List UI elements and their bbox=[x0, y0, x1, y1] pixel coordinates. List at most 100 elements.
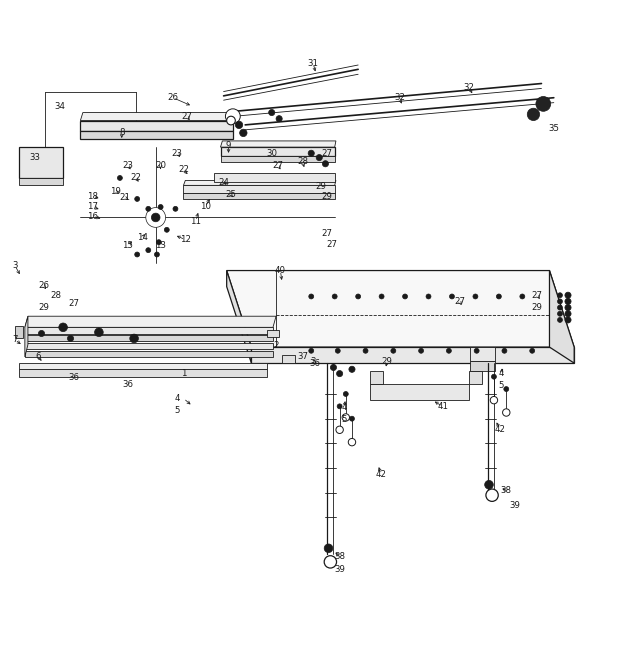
Circle shape bbox=[497, 294, 502, 299]
Text: 38: 38 bbox=[334, 552, 345, 562]
Polygon shape bbox=[282, 355, 294, 363]
Circle shape bbox=[335, 348, 340, 354]
Text: 33: 33 bbox=[30, 153, 41, 162]
Circle shape bbox=[164, 227, 169, 232]
Circle shape bbox=[349, 366, 355, 372]
Text: 27: 27 bbox=[326, 239, 337, 249]
Text: 19: 19 bbox=[110, 187, 121, 196]
Text: 41: 41 bbox=[437, 402, 448, 411]
Circle shape bbox=[492, 374, 497, 379]
Circle shape bbox=[342, 414, 350, 421]
Polygon shape bbox=[227, 271, 574, 347]
Polygon shape bbox=[19, 178, 63, 185]
Polygon shape bbox=[471, 362, 495, 371]
Polygon shape bbox=[371, 384, 469, 400]
Circle shape bbox=[565, 311, 571, 317]
Polygon shape bbox=[267, 329, 279, 337]
Polygon shape bbox=[221, 155, 335, 162]
Text: 27: 27 bbox=[69, 299, 80, 308]
Circle shape bbox=[332, 294, 337, 299]
Circle shape bbox=[565, 305, 571, 311]
Text: 29: 29 bbox=[38, 303, 49, 312]
Circle shape bbox=[135, 197, 140, 201]
Text: 1: 1 bbox=[180, 369, 186, 378]
Text: 29: 29 bbox=[382, 357, 392, 366]
Circle shape bbox=[324, 544, 333, 553]
Circle shape bbox=[146, 206, 151, 211]
Circle shape bbox=[95, 328, 104, 337]
Polygon shape bbox=[471, 347, 495, 362]
Circle shape bbox=[356, 294, 361, 299]
Text: 29: 29 bbox=[322, 192, 333, 201]
Text: 28: 28 bbox=[297, 157, 308, 166]
Text: 27: 27 bbox=[272, 161, 283, 170]
Text: 5: 5 bbox=[175, 406, 180, 415]
Circle shape bbox=[324, 556, 337, 568]
Circle shape bbox=[504, 387, 509, 392]
Polygon shape bbox=[549, 271, 574, 363]
Text: 4: 4 bbox=[341, 403, 347, 412]
Circle shape bbox=[38, 330, 45, 337]
Polygon shape bbox=[184, 193, 335, 199]
Text: 12: 12 bbox=[180, 235, 191, 244]
Polygon shape bbox=[25, 335, 273, 341]
Circle shape bbox=[536, 97, 551, 111]
Text: 23: 23 bbox=[122, 161, 133, 170]
Text: 5: 5 bbox=[498, 382, 504, 390]
Circle shape bbox=[240, 129, 247, 137]
Text: 36: 36 bbox=[69, 374, 80, 382]
Polygon shape bbox=[81, 131, 233, 139]
Circle shape bbox=[309, 348, 314, 354]
Polygon shape bbox=[25, 351, 273, 357]
Polygon shape bbox=[184, 181, 336, 185]
Circle shape bbox=[450, 294, 454, 299]
Text: 28: 28 bbox=[50, 291, 61, 299]
Polygon shape bbox=[221, 147, 335, 155]
Text: 2: 2 bbox=[273, 342, 279, 350]
Text: 6: 6 bbox=[36, 352, 41, 362]
Polygon shape bbox=[25, 316, 28, 357]
Circle shape bbox=[337, 371, 343, 377]
Circle shape bbox=[474, 348, 479, 354]
Text: 26: 26 bbox=[38, 281, 49, 290]
Circle shape bbox=[226, 109, 241, 123]
Circle shape bbox=[276, 115, 282, 122]
Polygon shape bbox=[81, 121, 233, 131]
Text: 24: 24 bbox=[218, 178, 229, 187]
Text: 20: 20 bbox=[155, 161, 166, 170]
Circle shape bbox=[308, 150, 314, 156]
Circle shape bbox=[565, 317, 571, 323]
Circle shape bbox=[379, 294, 384, 299]
Circle shape bbox=[565, 292, 571, 298]
Text: 42: 42 bbox=[376, 470, 386, 479]
Text: 25: 25 bbox=[226, 190, 236, 199]
Circle shape bbox=[503, 409, 510, 416]
Circle shape bbox=[173, 206, 178, 211]
Text: 30: 30 bbox=[266, 149, 277, 158]
Circle shape bbox=[146, 207, 166, 227]
Polygon shape bbox=[469, 371, 482, 384]
Circle shape bbox=[236, 121, 242, 129]
Text: 36: 36 bbox=[122, 380, 133, 389]
Text: 35: 35 bbox=[548, 124, 559, 133]
Circle shape bbox=[146, 247, 151, 253]
Circle shape bbox=[68, 336, 74, 342]
Text: 34: 34 bbox=[55, 102, 66, 111]
Circle shape bbox=[135, 252, 140, 257]
Circle shape bbox=[228, 111, 238, 121]
Text: 3: 3 bbox=[12, 261, 18, 270]
Circle shape bbox=[336, 426, 343, 434]
Polygon shape bbox=[15, 326, 23, 338]
Circle shape bbox=[565, 298, 571, 305]
Circle shape bbox=[268, 109, 275, 115]
Text: 10: 10 bbox=[200, 203, 211, 211]
Circle shape bbox=[350, 416, 355, 421]
Text: 29: 29 bbox=[316, 182, 327, 191]
Text: 22: 22 bbox=[178, 165, 189, 175]
Polygon shape bbox=[215, 173, 335, 182]
Text: 17: 17 bbox=[87, 203, 98, 211]
Circle shape bbox=[490, 396, 498, 404]
Circle shape bbox=[426, 294, 431, 299]
Text: 18: 18 bbox=[87, 192, 98, 201]
Text: eReplacementParts.com: eReplacementParts.com bbox=[255, 327, 365, 337]
